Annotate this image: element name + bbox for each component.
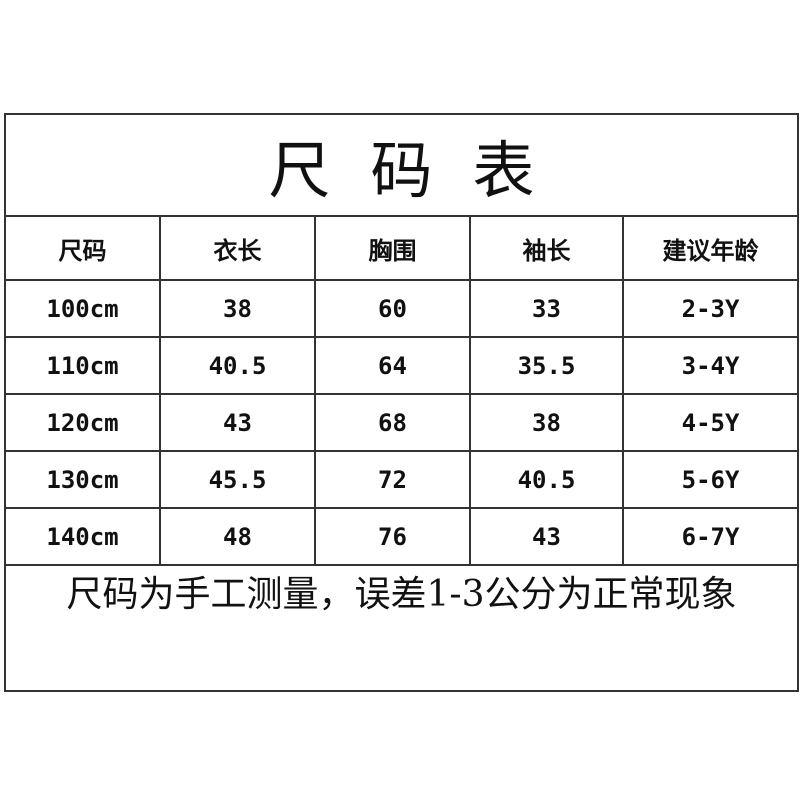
cell: 43 bbox=[159, 393, 316, 452]
header-cell: 衣长 bbox=[159, 215, 316, 281]
cell: 38 bbox=[469, 393, 624, 452]
cell: 100cm bbox=[4, 279, 161, 338]
table-row: 100cm 38 60 33 2-3Y bbox=[4, 279, 800, 338]
cell: 110cm bbox=[4, 336, 161, 395]
header-row: 尺码 衣长 胸围 袖长 建议年龄 bbox=[4, 215, 800, 281]
cell: 33 bbox=[469, 279, 624, 338]
table-row: 110cm 40.5 64 35.5 3-4Y bbox=[4, 336, 800, 395]
cell: 35.5 bbox=[469, 336, 624, 395]
cell: 48 bbox=[159, 507, 316, 566]
cell: 45.5 bbox=[159, 450, 316, 509]
size-chart-table: 尺码表 尺码 衣长 胸围 袖长 建议年龄 100cm 38 60 33 2-3Y 110… bbox=[3, 113, 800, 692]
cell: 140cm bbox=[4, 507, 161, 566]
table-row: 130cm 45.5 72 40.5 5-6Y bbox=[4, 450, 800, 509]
table-row: 140cm 48 76 43 6-7Y bbox=[4, 507, 800, 566]
header-cell: 尺码 bbox=[4, 215, 161, 281]
measurement-note: 尺码为手工测量，误差1-3公分为正常现象 bbox=[3, 564, 800, 692]
table-title: 尺码表 bbox=[3, 113, 800, 217]
header-cell: 胸围 bbox=[314, 215, 471, 281]
cell: 64 bbox=[314, 336, 471, 395]
cell: 76 bbox=[314, 507, 471, 566]
cell: 38 bbox=[159, 279, 316, 338]
cell: 130cm bbox=[4, 450, 161, 509]
cell: 6-7Y bbox=[621, 507, 800, 566]
cell: 43 bbox=[469, 507, 624, 566]
cell: 4-5Y bbox=[621, 393, 800, 452]
cell: 40.5 bbox=[469, 450, 624, 509]
cell: 3-4Y bbox=[621, 336, 800, 395]
header-cell: 建议年龄 bbox=[621, 215, 800, 281]
cell: 68 bbox=[314, 393, 471, 452]
cell: 72 bbox=[314, 450, 471, 509]
cell: 40.5 bbox=[159, 336, 316, 395]
cell: 60 bbox=[314, 279, 471, 338]
cell: 120cm bbox=[4, 393, 161, 452]
cell: 2-3Y bbox=[621, 279, 800, 338]
header-cell: 袖长 bbox=[469, 215, 624, 281]
table-row: 120cm 43 68 38 4-5Y bbox=[4, 393, 800, 452]
cell: 5-6Y bbox=[621, 450, 800, 509]
